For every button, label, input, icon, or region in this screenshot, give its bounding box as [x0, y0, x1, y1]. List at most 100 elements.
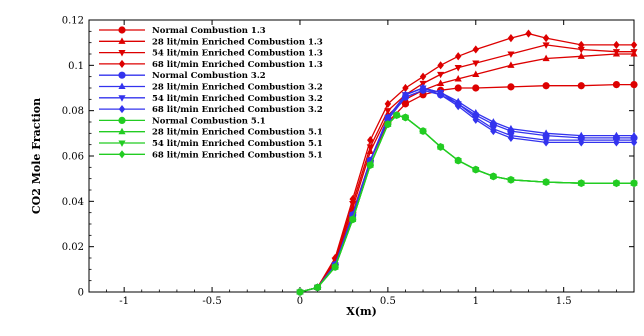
- marker-triangle-up: [489, 118, 497, 125]
- series-10: [296, 111, 638, 295]
- marker-diamond: [542, 138, 550, 147]
- series-7: [296, 85, 638, 296]
- marker-triangle-up: [542, 129, 550, 136]
- y-tick-label: 0.12: [62, 16, 84, 27]
- series-line: [299, 87, 634, 293]
- x-tick-label: 0: [297, 296, 303, 307]
- marker-diamond: [419, 72, 427, 81]
- marker-diamond: [630, 40, 638, 50]
- legend-item: 68 lit/min Enriched Combustion 3.2: [99, 105, 323, 115]
- marker-diamond: [437, 142, 444, 152]
- marker-diamond: [630, 138, 638, 147]
- marker-diamond: [507, 133, 515, 142]
- marker-circle: [118, 71, 126, 79]
- marker-diamond: [507, 175, 515, 184]
- marker-triangle-down: [118, 95, 126, 102]
- marker-triangle-down: [384, 108, 392, 115]
- legend-label: Normal Combustion 5.1: [152, 116, 266, 126]
- marker-circle: [118, 26, 126, 34]
- marker-diamond: [367, 136, 374, 145]
- marker-diamond: [367, 160, 374, 170]
- marker-diamond: [419, 126, 427, 136]
- series-line: [299, 32, 634, 293]
- marker-triangle-up: [612, 131, 620, 139]
- marker-triangle-up: [118, 37, 126, 44]
- marker-triangle-up: [507, 124, 515, 132]
- marker-diamond: [525, 29, 532, 38]
- marker-diamond: [393, 111, 400, 120]
- y-tick-label: 0.08: [62, 106, 84, 117]
- series-4: [296, 29, 638, 297]
- legend-item: 28 lit/min Enriched Combustion 5.1: [99, 128, 323, 138]
- marker-triangle-down: [472, 60, 480, 67]
- marker-diamond: [384, 120, 392, 129]
- y-tick-label: 0: [78, 288, 84, 299]
- legend-item: Normal Combustion 1.3: [99, 26, 266, 36]
- series-line: [299, 114, 634, 293]
- legend-label: 28 lit/min Enriched Combustion 5.1: [152, 128, 323, 138]
- marker-circle: [118, 116, 126, 124]
- legend-label: 54 lit/min Enriched Combustion 3.2: [152, 94, 323, 104]
- legend-label: 68 lit/min Enriched Combustion 1.3: [152, 60, 323, 70]
- marker-triangle-up: [577, 52, 585, 59]
- series-8: [296, 83, 638, 297]
- legend-label: 68 lit/min Enriched Combustion 5.1: [152, 150, 323, 160]
- marker-triangle-down: [349, 201, 357, 208]
- marker-triangle-up: [472, 109, 480, 116]
- marker-diamond: [402, 113, 409, 122]
- marker-diamond: [578, 138, 585, 147]
- marker-diamond: [454, 102, 462, 111]
- series-6: [296, 84, 638, 295]
- marker-diamond: [578, 179, 585, 188]
- marker-triangle-up: [118, 82, 126, 90]
- series-5: [296, 86, 638, 296]
- marker-triangle-down: [118, 50, 126, 57]
- x-tick-label: 1: [473, 296, 479, 307]
- marker-triangle-down: [507, 51, 515, 58]
- legend-item: 54 lit/min Enriched Combustion 1.3: [99, 49, 323, 59]
- marker-diamond: [384, 113, 392, 122]
- y-tick-label: 0.06: [62, 152, 84, 163]
- series-line: [299, 83, 634, 293]
- series-line: [299, 44, 634, 293]
- marker-triangle-down: [542, 42, 550, 49]
- marker-diamond: [349, 215, 356, 224]
- marker-triangle-down: [454, 65, 462, 72]
- marker-diamond: [490, 172, 497, 181]
- marker-triangle-up: [542, 54, 550, 62]
- marker-triangle-down: [118, 140, 126, 147]
- marker-diamond: [542, 34, 550, 43]
- legend-item: 28 lit/min Enriched Combustion 1.3: [99, 37, 323, 47]
- series-line: [299, 53, 634, 293]
- legend-item: Normal Combustion 5.1: [99, 116, 266, 126]
- legend-item: 68 lit/min Enriched Combustion 5.1: [99, 150, 323, 160]
- legend-item: 28 lit/min Enriched Combustion 3.2: [99, 83, 323, 93]
- marker-diamond: [437, 90, 444, 99]
- marker-diamond: [472, 115, 480, 124]
- marker-triangle-up: [507, 61, 515, 68]
- marker-diamond: [118, 59, 126, 68]
- marker-diamond: [613, 138, 620, 147]
- legend-item: 68 lit/min Enriched Combustion 1.3: [99, 59, 323, 70]
- x-tick-label: -1: [119, 296, 129, 307]
- marker-circle: [401, 100, 410, 108]
- marker-circle: [577, 82, 585, 90]
- series-9: [296, 111, 638, 296]
- y-tick-label: 0.04: [62, 197, 84, 208]
- marker-circle: [472, 84, 480, 92]
- legend-label: 54 lit/min Enriched Combustion 5.1: [152, 139, 323, 149]
- marker-diamond: [490, 126, 497, 136]
- legend-label: Normal Combustion 1.3: [152, 26, 266, 36]
- marker-diamond: [384, 99, 392, 108]
- marker-circle: [612, 81, 621, 89]
- series-group: [296, 29, 638, 297]
- marker-diamond: [331, 262, 339, 272]
- series-12: [296, 111, 638, 297]
- legend: Normal Combustion 1.328 lit/min Enriched…: [99, 26, 323, 160]
- marker-diamond: [472, 45, 480, 54]
- marker-diamond: [437, 61, 444, 70]
- marker-diamond: [402, 83, 409, 93]
- marker-triangle-down: [437, 71, 445, 79]
- legend-label: Normal Combustion 3.2: [152, 71, 266, 81]
- marker-circle: [454, 84, 462, 92]
